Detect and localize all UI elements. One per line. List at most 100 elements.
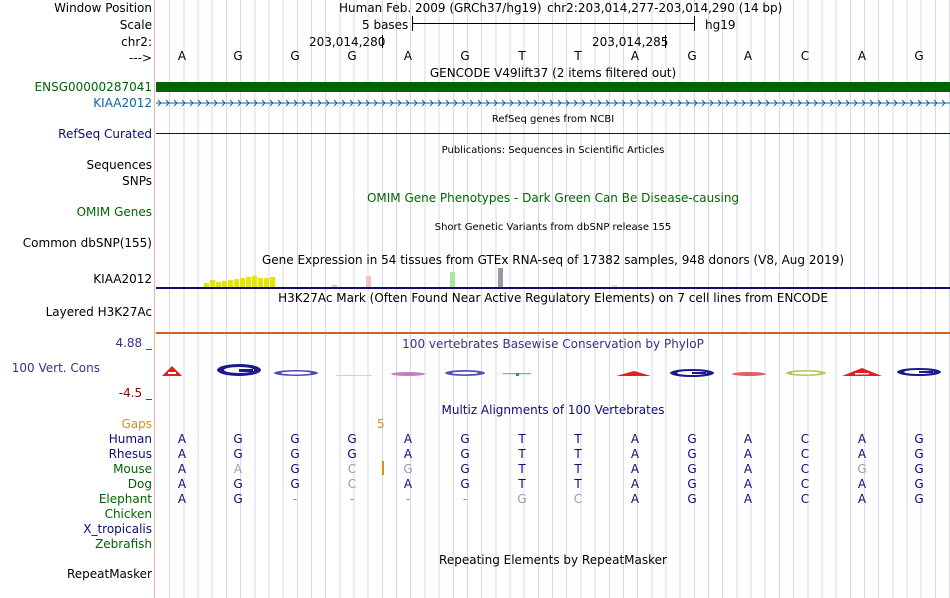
alignment-base: A [857, 477, 867, 491]
mouse-gap-marker [382, 461, 384, 475]
track-label-dbsnp[interactable]: Common dbSNP(155) [22, 236, 152, 250]
reference-base: T [518, 49, 526, 63]
alignment-base: G [460, 477, 470, 491]
species-label[interactable]: Rhesus [108, 447, 152, 461]
track-label-ensg[interactable]: ENSG00000287041 [34, 80, 152, 94]
track-label-refseq[interactable]: RefSeq Curated [58, 127, 152, 141]
kiaa2012-gene-track[interactable] [156, 97, 950, 109]
gtex-gene-line [156, 287, 950, 289]
alignment-base: A [403, 477, 413, 491]
species-label[interactable]: X_tropicalis [83, 522, 152, 536]
reference-base: A [403, 49, 413, 63]
alignment-base: A [857, 432, 867, 446]
species-label[interactable]: Mouse [113, 462, 152, 476]
gtex-bar-area[interactable] [156, 268, 950, 288]
gtex-bar [612, 285, 617, 288]
alignment-base: G [687, 447, 697, 461]
alignment-base: - [462, 492, 468, 506]
coordinate-285: 203,014,285 [592, 35, 669, 49]
gtex-bar [498, 268, 503, 288]
scale-label: Scale [119, 18, 152, 32]
gtex-bar [450, 272, 455, 288]
track-label-cons[interactable]: 100 Vert. Cons [11, 361, 100, 375]
gtex-bar [252, 276, 257, 288]
species-label[interactable]: Human [108, 432, 152, 446]
gtex-bar [270, 277, 275, 288]
alignment-base: T [518, 477, 526, 491]
track-label-kiaa2012[interactable]: KIAA2012 [93, 96, 152, 110]
logo-g-4 [336, 375, 372, 376]
alignment-base: T [518, 432, 526, 446]
logo-g-14 [897, 368, 941, 376]
logo-a-9 [616, 371, 651, 376]
refseq-gene-line[interactable] [156, 133, 950, 134]
track-label-snps[interactable]: SNPs [122, 174, 152, 188]
multiz-title: Multiz Alignments of 100 Vertebrates [441, 403, 665, 417]
alignment-base: G [290, 477, 300, 491]
reference-base: A [743, 49, 753, 63]
alignment-base: C [800, 477, 810, 491]
track-label-h3k27ac[interactable]: Layered H3K27Ac [45, 305, 152, 319]
alignment-base: A [177, 447, 187, 461]
alignment-base: A [630, 477, 640, 491]
kiaa2012-gene-strand [156, 97, 950, 109]
alignment-base: G [914, 477, 924, 491]
alignment-base: A [743, 477, 753, 491]
position-title[interactable]: chr2:203,014,277-203,014,290 (14 bp) [547, 1, 783, 15]
logo-c-12 [786, 370, 826, 376]
alignment-base: G [460, 447, 470, 461]
alignment-base: G [347, 432, 357, 446]
alignment-base: G [233, 432, 243, 446]
coordinate-280-tick [382, 35, 383, 48]
alignment-base: C [347, 477, 357, 491]
track-label-gtex[interactable]: KIAA2012 [93, 272, 152, 286]
alignment-base: G [233, 477, 243, 491]
alignment-base: T [518, 462, 526, 476]
track-label-sequences[interactable]: Sequences [86, 158, 152, 172]
species-label[interactable]: Zebrafish [95, 537, 152, 551]
gtex-bar [228, 280, 233, 288]
alignment-base: G [857, 462, 867, 476]
reference-base: T [574, 49, 582, 63]
alignment-base: G [687, 462, 697, 476]
alignment-base: - [405, 492, 411, 506]
reference-base: G [460, 49, 470, 63]
track-label-gaps[interactable]: Gaps [121, 417, 152, 431]
gtex-bar [222, 281, 227, 288]
ensg-gene-bar[interactable] [156, 82, 950, 92]
species-label[interactable]: Dog [127, 477, 152, 491]
gtex-bar [234, 279, 239, 288]
species-label[interactable]: Chicken [104, 507, 152, 521]
reference-base: G [687, 49, 697, 63]
alignment-base: G [403, 462, 413, 476]
gencode-title: GENCODE V49lift37 (2 items filtered out) [429, 66, 677, 80]
alignment-base: G [290, 432, 300, 446]
alignment-base: T [574, 447, 582, 461]
omim-title: OMIM Gene Phenotypes - Dark Green Can Be… [366, 191, 740, 205]
track-label-omim[interactable]: OMIM Genes [76, 205, 152, 219]
track-label-column: Window Position Scale chr2: ---> ENSG000… [0, 0, 154, 598]
alignment-base: G [347, 447, 357, 461]
alignment-base: A [743, 447, 753, 461]
logo-g-10 [670, 369, 714, 377]
alignment-base: G [460, 432, 470, 446]
refseq-title: RefSeq genes from NCBI [491, 114, 615, 125]
alignment-base: A [403, 432, 413, 446]
track-label-repeatmasker[interactable]: RepeatMasker [66, 567, 152, 581]
alignment-base: C [800, 447, 810, 461]
h3k27ac-signal[interactable] [156, 332, 950, 334]
alignment-base: - [292, 492, 298, 506]
scale-db-label: hg19 [705, 18, 736, 32]
alignment-base: C [800, 432, 810, 446]
gtex-bar [246, 277, 251, 288]
species-label[interactable]: Elephant [98, 492, 152, 506]
alignment-base: A [177, 432, 187, 446]
phylop-logo-track[interactable] [156, 352, 950, 382]
alignment-base: T [574, 477, 582, 491]
alignment-base: A [630, 462, 640, 476]
chr-label: chr2: [121, 35, 152, 49]
alignment-base: A [177, 492, 187, 506]
alignment-base: C [573, 492, 583, 506]
reference-base: A [630, 49, 640, 63]
alignment-base: G [290, 462, 300, 476]
